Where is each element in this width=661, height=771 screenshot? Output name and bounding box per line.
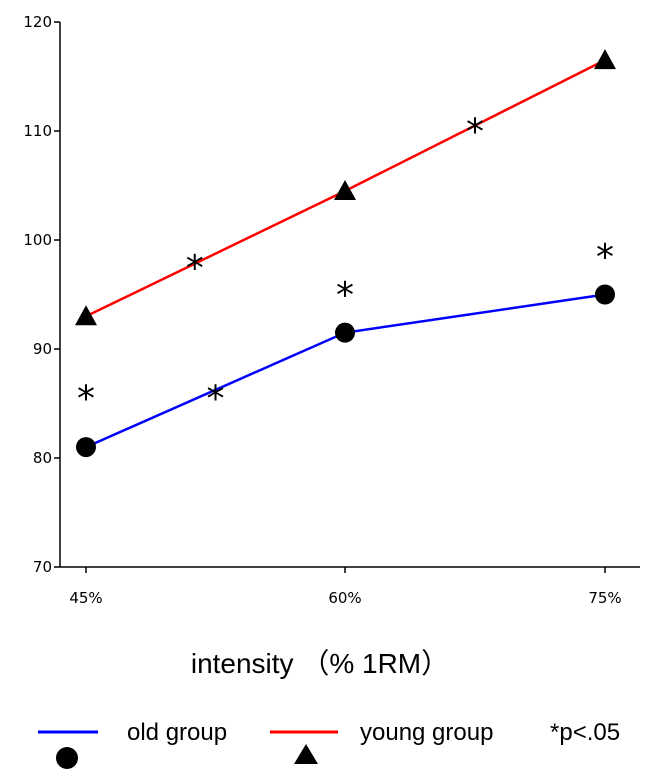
- data-point: [595, 284, 615, 305]
- significance-asterisk: *: [186, 248, 204, 289]
- legend-marker-old: [56, 747, 78, 769]
- legend: old group young group *p<.05: [38, 719, 620, 769]
- x-tick-label: 75%: [588, 589, 621, 607]
- y-tick-label: 110: [23, 122, 52, 140]
- y-tick-label: 70: [33, 558, 52, 576]
- significance-asterisk: *: [466, 112, 484, 153]
- data-point: [335, 322, 355, 343]
- series-old-group: [76, 284, 615, 458]
- x-tick-label: 45%: [69, 589, 102, 607]
- significance-asterisk: *: [596, 237, 614, 278]
- axes: [59, 22, 640, 568]
- y-tick-label: 120: [23, 13, 52, 31]
- x-axis-ticks: 45% 60% 75%: [69, 567, 622, 607]
- significance-asterisk: *: [336, 275, 354, 316]
- series-layer: [75, 49, 616, 458]
- legend-label-old: old group: [127, 719, 227, 746]
- legend-label-young: young group: [360, 719, 493, 746]
- significance-note: *p<.05: [550, 719, 620, 746]
- y-tick-label: 90: [33, 340, 52, 358]
- x-axis-label: intensity （% 1RM）: [191, 648, 449, 679]
- series-line: [85, 293, 606, 449]
- y-tick-label: 100: [23, 231, 52, 249]
- series-young-group: [75, 49, 616, 326]
- y-axis-ticks: 70 80 90 100 110 120: [23, 13, 60, 576]
- significance-asterisk: *: [207, 379, 225, 420]
- significance-asterisk: *: [77, 379, 95, 420]
- annotations: * * * * * *: [77, 112, 614, 420]
- data-point: [75, 305, 97, 326]
- data-point: [334, 179, 356, 200]
- x-tick-label: 60%: [328, 589, 361, 607]
- data-point: [76, 437, 96, 458]
- y-tick-label: 80: [33, 449, 52, 467]
- legend-marker-young: [294, 744, 318, 764]
- data-point: [594, 49, 616, 70]
